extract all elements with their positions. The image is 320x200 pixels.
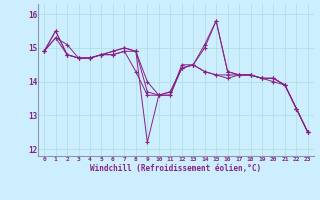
- X-axis label: Windchill (Refroidissement éolien,°C): Windchill (Refroidissement éolien,°C): [91, 164, 261, 173]
